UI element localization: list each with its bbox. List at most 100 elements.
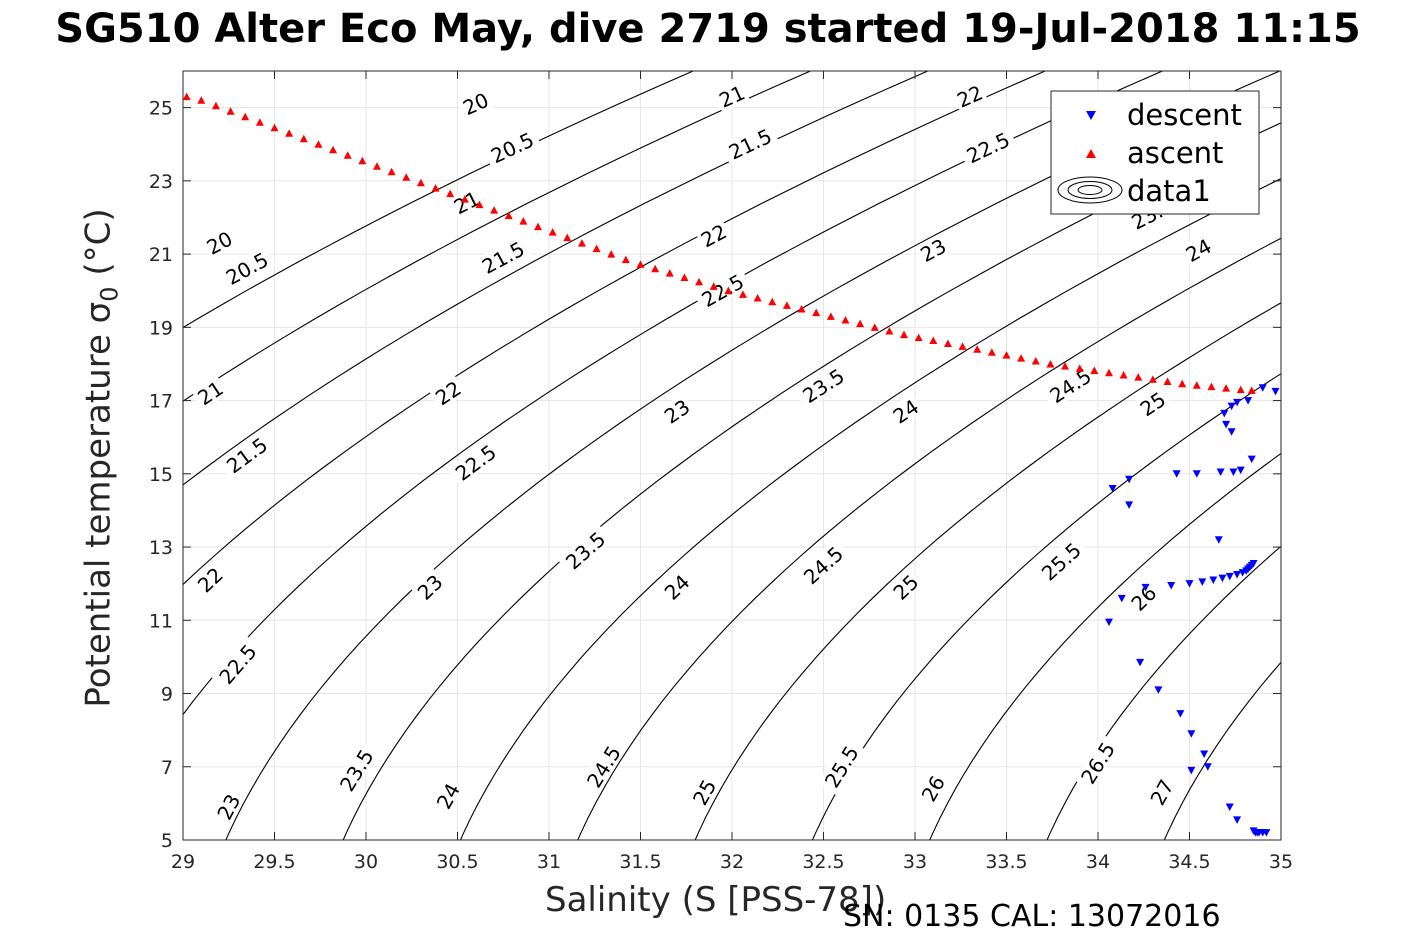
contour-label-bg (1179, 232, 1217, 267)
ascent-point-54 (973, 345, 982, 353)
contour-label-bg (1041, 361, 1099, 409)
contour-label-27: 23.5 (557, 523, 613, 577)
contour-label-bg (958, 125, 1017, 169)
ascent-point-58 (1031, 357, 1040, 365)
contour-label-bg (217, 245, 276, 291)
descent-point-11 (1216, 468, 1225, 476)
descent-point-5 (1220, 409, 1229, 418)
contour-label-bg (191, 374, 229, 410)
ascent-point-27 (577, 239, 586, 247)
contour-label-bg (332, 741, 380, 799)
descent-point-26 (1218, 574, 1227, 583)
ascent-point-41 (782, 301, 791, 309)
ascent-point-37 (724, 286, 733, 295)
contour-line-21.5 (183, 71, 1047, 586)
ascent-point-0 (183, 92, 191, 101)
ascent-point-57 (1017, 354, 1026, 362)
descent-point-41 (1225, 803, 1234, 812)
contour-label-bg (886, 393, 924, 429)
x-tick-label-7: 32.5 (802, 851, 844, 873)
ascent-point-29 (607, 250, 616, 258)
y-tick-label-9: 23 (149, 171, 173, 193)
contour-line-25.5 (929, 452, 1281, 840)
ascent-point-20 (475, 200, 484, 209)
y-tick-label-4: 13 (149, 537, 173, 559)
descent-point-17 (1214, 536, 1223, 544)
descent-point-9 (1236, 466, 1245, 475)
ascent-point-65 (1134, 373, 1143, 381)
x-tick-label-4: 31 (537, 851, 561, 873)
descent-point-7 (1227, 428, 1236, 436)
ascent-point-32 (651, 264, 660, 273)
descent-point-31 (1141, 583, 1150, 592)
ascent-point-63 (1104, 368, 1113, 377)
ascent-point-25 (548, 228, 557, 236)
contour-line-20.5 (183, 71, 812, 402)
ascent-point-16 (416, 178, 425, 187)
x-tick-label-2: 30 (354, 851, 378, 873)
ascent-point-39 (753, 294, 762, 302)
contour-label-bg (211, 635, 264, 692)
ascent-point-55 (987, 348, 996, 356)
descent-point-37 (1187, 730, 1196, 738)
contour-label-bg (1073, 733, 1121, 792)
ascent-point-11 (343, 151, 352, 159)
descent-point-34 (1136, 658, 1145, 667)
contour-label-bg (914, 232, 952, 267)
ascent-point-33 (665, 269, 674, 277)
ascent-point-56 (1002, 351, 1011, 359)
descent-point-48 (1251, 829, 1260, 837)
contour-label-bg (886, 568, 924, 605)
contour-label-bg (694, 218, 732, 252)
contour-label-bg (720, 121, 779, 165)
descent-point-33 (1104, 618, 1113, 627)
legend-ascent-label: ascent (1127, 136, 1223, 170)
ascent-point-21 (490, 206, 499, 214)
contour-label-bg (817, 737, 865, 796)
x-axis-label: Salinity (S [PSS-78]) (545, 880, 887, 920)
contour-label-bg (713, 79, 750, 112)
contour-label-bg (657, 568, 695, 605)
ascent-point-44 (826, 312, 835, 320)
contour-label-bg (410, 568, 448, 605)
ascent-point-13 (372, 162, 381, 170)
y-tick-label-10: 25 (149, 98, 173, 120)
y-tick-label-8: 21 (149, 244, 173, 266)
ascent-point-68 (1178, 379, 1187, 388)
ascent-point-8 (299, 134, 308, 143)
y-axis-label-sigma: σ (78, 301, 119, 324)
ascent-point-50 (914, 333, 923, 342)
ascent-point-10 (329, 145, 338, 154)
ascent-point-72 (1236, 385, 1245, 394)
ascent-point-15 (402, 173, 411, 181)
descent-point-47 (1262, 829, 1271, 837)
ascent-point-52 (943, 339, 952, 347)
x-tick-label-8: 33 (903, 851, 927, 873)
contour-label-bg (951, 79, 988, 112)
legend-data1-label: data1 (1127, 174, 1211, 208)
ascent-point-46 (856, 319, 865, 328)
ascent-point-3 (226, 107, 235, 115)
x-tick-label-11: 34.5 (1168, 851, 1210, 873)
data-markers (183, 92, 1280, 837)
ascent-point-1 (197, 96, 206, 104)
descent-point-39 (1203, 763, 1212, 771)
contour-label-bg (446, 437, 504, 487)
contour-line-26 (1046, 545, 1281, 840)
ascent-point-7 (285, 129, 294, 137)
ascent-point-28 (592, 244, 601, 253)
ascent-point-40 (768, 297, 777, 306)
ascent-point-53 (958, 342, 967, 350)
ascent-point-64 (1119, 370, 1128, 379)
contour-label-31: 25.5 (1033, 534, 1089, 588)
contour-line-24.5 (694, 302, 1281, 840)
ascent-point-24 (534, 222, 543, 231)
x-tick-label-9: 33.5 (985, 851, 1027, 873)
contour-label-bg (429, 374, 467, 410)
ascent-point-49 (900, 330, 909, 339)
y-tick-label-6: 17 (149, 391, 173, 413)
legend-box (1050, 90, 1260, 215)
ascent-point-71 (1222, 384, 1231, 392)
ascent-point-19 (460, 195, 469, 203)
legend: descent ascent data1 (1050, 90, 1260, 215)
